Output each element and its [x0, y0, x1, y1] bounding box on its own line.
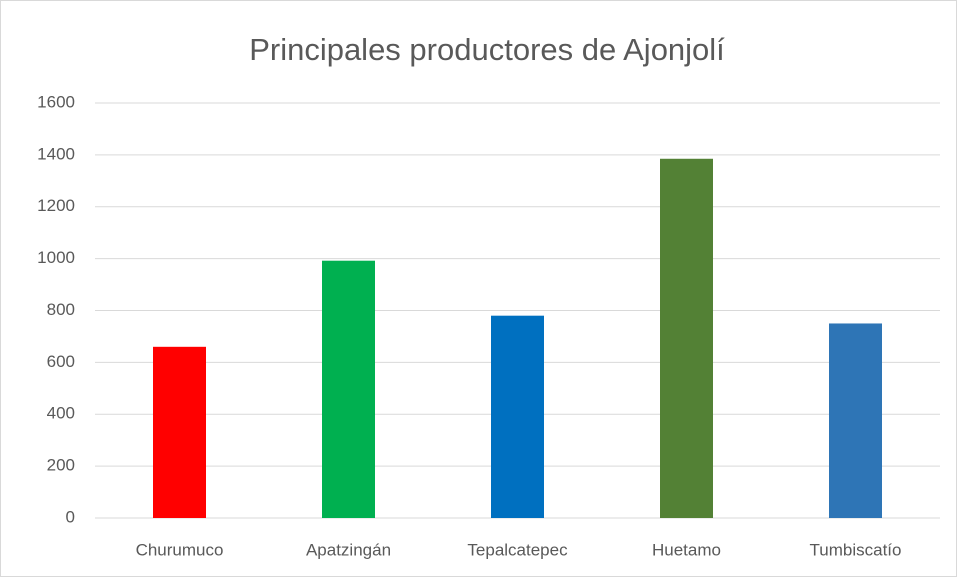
x-tick-label: Huetamo: [652, 540, 721, 559]
y-tick-label: 400: [47, 404, 75, 423]
y-tick-label: 600: [47, 352, 75, 371]
bar: [322, 260, 375, 518]
x-tick-label: Tepalcatepec: [467, 540, 568, 559]
x-tick-label: Churumuco: [136, 540, 224, 559]
bar: [660, 158, 713, 518]
bar: [829, 323, 882, 518]
y-tick-label: 1600: [37, 92, 75, 111]
x-tick-label: Apatzingán: [306, 540, 391, 559]
bar: [491, 315, 544, 518]
y-tick-label: 1000: [37, 248, 75, 267]
y-tick-label: 800: [47, 300, 75, 319]
bar: [153, 346, 206, 518]
y-tick-label: 200: [47, 456, 75, 475]
y-tick-label: 0: [66, 507, 75, 526]
y-tick-label: 1400: [37, 144, 75, 163]
x-tick-label: Tumbiscatío: [810, 540, 902, 559]
chart-title: Principales productores de Ajonjolí: [249, 32, 725, 67]
y-tick-label: 1200: [37, 196, 75, 215]
